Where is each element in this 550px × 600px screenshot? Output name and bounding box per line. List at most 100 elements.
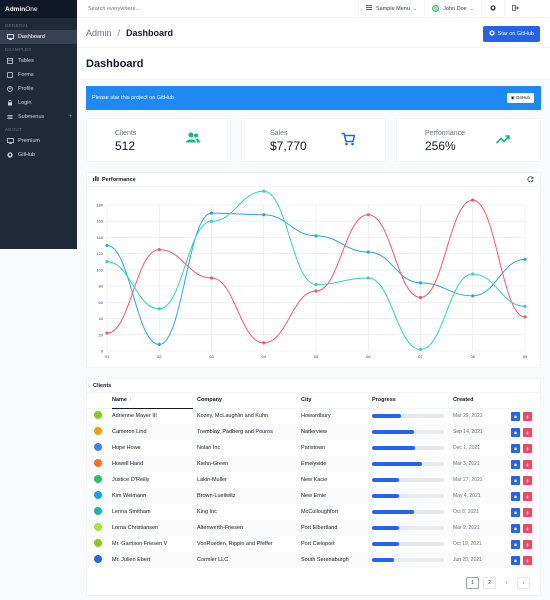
eye-icon: ◉ [513,445,518,451]
search-input[interactable] [88,5,358,12]
delete-button[interactable]: ▮ [523,411,532,421]
table-row: Hope Howe Nolan Inc Paristown Dec 1, 2021 ◉ ▮ [87,440,540,456]
table-header-company[interactable]: Company [193,393,301,409]
sidebar-item-tables[interactable]: Tables [0,54,77,68]
x-tick-label: 02 [157,354,162,359]
client-name: Hope Howe [112,445,141,451]
prev-page-button[interactable]: ‹ [500,577,513,589]
sample-menu-dropdown[interactable]: Sample Menu ⌄ [359,0,424,18]
view-button[interactable]: ◉ [511,555,520,565]
trash-icon: ▮ [526,429,529,435]
menu-icon [6,113,14,121]
client-city: McCulloughfort [301,509,338,515]
table-header-created[interactable]: Created [453,393,511,409]
user-menu-dropdown[interactable]: John Doe ⌄ [425,0,481,18]
trash-icon: ▮ [526,493,529,499]
delete-button[interactable]: ▮ [523,491,532,501]
divider [480,0,482,18]
data-point [471,272,475,276]
client-name: Howell Hand [112,456,193,472]
delete-button[interactable]: ▮ [523,539,532,549]
menu-icon [366,5,372,12]
notification-github-button[interactable]: ◉ GitHub [506,93,534,103]
delete-button[interactable]: ▮ [523,443,532,453]
avatar [94,459,102,467]
created-date: Jun 25, 2021 [453,552,511,568]
github-icon [490,4,496,13]
created-date: Dec 1, 2021 [453,445,480,451]
sidebar-item-forms[interactable]: Forms [0,68,77,82]
view-button[interactable]: ◉ [511,475,520,485]
page-button[interactable]: 1 [466,577,479,589]
star-on-github-button[interactable]: Star on GitHub [482,26,540,42]
data-point [262,213,266,217]
client-company: Lakin-Muller [197,477,227,483]
data-point [157,342,161,347]
client-city: Emelyside [301,456,372,472]
avatar-cell [87,520,112,536]
breadcrumb-parent[interactable]: Admin [86,27,112,38]
user-name: John Doe [443,5,467,12]
delete-button[interactable]: ▮ [523,555,532,565]
eye-icon: ◉ [513,525,518,531]
clients-card: Clients Name ↑ Company City Progress Crea… [86,378,541,596]
profile-icon [6,85,14,93]
table-header-name[interactable]: Name ↑ [112,393,193,409]
client-company: Altenwerth-Friesen [193,520,301,536]
next-page-button[interactable]: › [517,577,530,589]
monitor-icon [6,33,14,41]
view-button[interactable]: ◉ [511,459,520,469]
table-row: Cameron Lind Tremblay, Padberg and Pouros… [87,424,540,440]
progress-cell [372,488,453,504]
sidebar-item-github[interactable]: GitHub [0,148,77,162]
github-button[interactable] [482,0,504,18]
delete-button[interactable]: ▮ [523,427,532,437]
delete-button[interactable]: ▮ [523,459,532,469]
progress-bar [372,494,444,498]
sidebar-item-submenus[interactable]: Submenus + [0,110,77,124]
data-point [105,260,109,264]
delete-button[interactable]: ▮ [523,507,532,517]
actions-cell: ◉ ▮ [511,504,540,520]
refresh-icon[interactable] [527,176,534,185]
page-button[interactable]: 2 [483,577,496,589]
sidebar-item-label: Premium [18,138,41,144]
logout-button[interactable] [505,0,527,18]
data-point [418,347,423,351]
pagination: 1 2 ‹ › [462,577,530,589]
clients-table: Name ↑ Company City Progress Created Adri… [87,393,540,568]
progress-bar [372,542,444,546]
view-button[interactable]: ◉ [511,491,520,501]
stat-value: 256% [425,139,456,153]
avatar-cell [87,472,112,488]
actions-cell: ◉ ▮ [511,408,540,424]
view-button[interactable]: ◉ [511,427,520,437]
view-button[interactable]: ◉ [511,539,520,549]
sidebar-item-dashboard[interactable]: Dashboard [0,30,77,44]
view-button[interactable]: ◉ [511,507,520,517]
avatar-cell [87,552,112,568]
sidebar-item-login[interactable]: Login [0,96,77,110]
brand[interactable]: Admin One [0,0,77,18]
sidebar-item-premium[interactable]: Premium [0,134,77,148]
progress-bar [372,462,444,466]
table-header-city[interactable]: City [301,393,372,409]
plus-icon[interactable]: + [68,114,72,120]
data-point [523,257,527,261]
created-date: Mar 3, 2021 [453,456,511,472]
delete-button[interactable]: ▮ [523,523,532,533]
table-header-progress[interactable]: Progress [372,393,453,409]
github-icon: ◉ [510,95,515,100]
avatar-cell [87,488,112,504]
chevron-down-icon: ⌄ [412,5,418,12]
progress-cell [372,536,453,552]
view-button[interactable]: ◉ [511,411,520,421]
sidebar: Admin One GENERAL Dashboard EXAMPLES Tab… [0,0,77,249]
sidebar-item-profile[interactable]: Profile [0,82,77,96]
data-point [366,213,370,217]
delete-button[interactable]: ▮ [523,475,532,485]
title-bar: Admin / Dashboard Star on GitHub [77,18,550,48]
view-button[interactable]: ◉ [511,523,520,533]
client-city: New Kacie [301,477,328,483]
view-button[interactable]: ◉ [511,443,520,453]
